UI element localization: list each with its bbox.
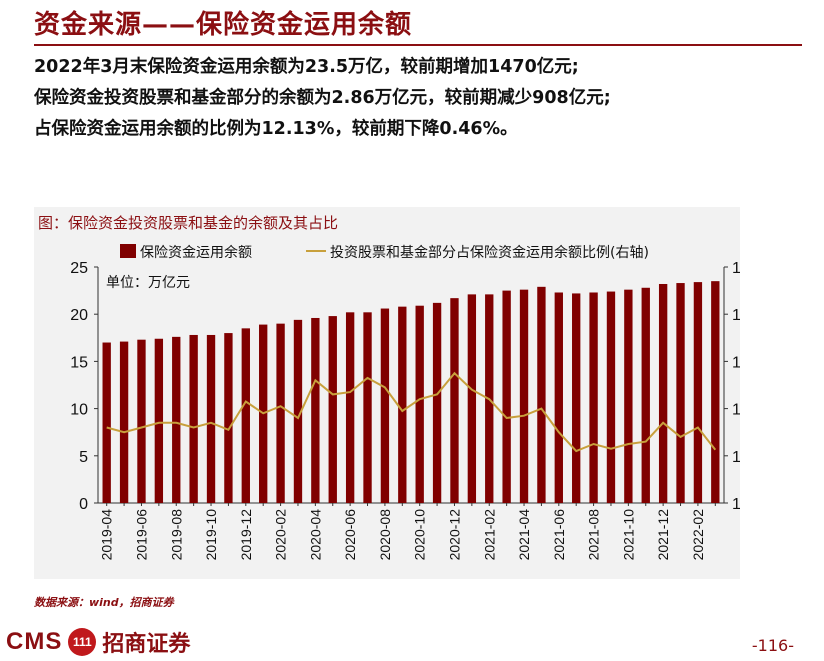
bar: [467, 294, 477, 503]
x-tick-label: 2019-06: [133, 509, 149, 561]
x-tick-label: 2019-10: [203, 509, 219, 561]
logo-badge-icon: 111: [68, 628, 97, 656]
x-tick-label: 2020-02: [273, 509, 289, 561]
bar: [345, 312, 355, 503]
bar: [154, 338, 164, 503]
x-tick-label: 2021-10: [620, 509, 636, 561]
bar: [119, 341, 129, 503]
y-left-tick-label: 20: [70, 307, 88, 324]
data-source: 数据来源：wind，招商证券: [34, 596, 174, 609]
y-left-tick-label: 15: [70, 354, 88, 371]
bar: [363, 312, 372, 503]
legend-bar-swatch: [120, 244, 136, 258]
bar: [206, 334, 216, 503]
x-tick-label: 2019-12: [238, 509, 254, 561]
bar: [502, 290, 511, 503]
bar: [224, 333, 233, 503]
x-tick-label: 2020-10: [412, 509, 428, 561]
x-tick-label: 2019-04: [99, 509, 115, 561]
ratio-line: [106, 371, 717, 453]
x-tick-label: 2021-08: [586, 509, 602, 561]
summary-line-2: 保险资金投资股票和基金部分的余额为2.86万亿元，较前期减少908亿元;: [34, 88, 611, 108]
y-right-tick-label: 14: [732, 354, 740, 371]
bar: [554, 292, 563, 503]
brand-logo: CMS 111 招商证券: [6, 626, 190, 658]
bar: [641, 287, 650, 503]
y-left-tick-label: 10: [70, 402, 88, 419]
summary-line-1: 2022年3月末保险资金运用余额为23.5万亿，较前期增加1470亿元;: [34, 57, 579, 77]
bar: [537, 286, 546, 503]
x-tick-label: 2021-12: [655, 509, 671, 561]
x-tick-label: 2021-02: [481, 509, 497, 561]
balance-ratio-chart: 0 5 10 15 20 25 11 12 13 14 15 16 2019-04 2019-06 2019…: [70, 244, 740, 561]
y-right-tick-label: 16: [732, 260, 740, 277]
bar: [624, 289, 633, 503]
x-tick-label: 2021-04: [516, 509, 532, 561]
bar: [572, 293, 581, 503]
title-divider: [34, 44, 802, 46]
logo-text: CMS: [6, 628, 63, 655]
chart-caption: 图：保险资金投资股票和基金的余额及其占比: [38, 214, 339, 232]
bar: [398, 306, 407, 503]
legend-line-label: 投资股票和基金部分占保险资金运用余额比例(右轴): [330, 244, 649, 261]
summary-line-3: 占保险资金运用余额的比例为12.13%，较前期下降0.46%。: [34, 119, 518, 139]
x-tick-label: 2020-08: [377, 509, 393, 561]
bar: [311, 317, 320, 503]
x-tick-label: 2021-06: [551, 509, 567, 561]
logo-company-name: 招商证券: [102, 631, 191, 657]
bar: [172, 336, 181, 503]
bar: [241, 328, 250, 503]
unit-label: 单位：万亿元: [106, 275, 190, 291]
y-right-tick-label: 13: [732, 402, 740, 419]
bar: [519, 289, 529, 503]
bar: [293, 319, 303, 503]
x-tick-label: 2019-08: [168, 509, 184, 561]
y-left-tick-label: 5: [79, 449, 88, 466]
bar: [432, 302, 442, 503]
bar: [676, 283, 685, 503]
bar: [137, 339, 146, 503]
x-tick-label: 2020-06: [342, 509, 358, 561]
bar: [589, 292, 598, 503]
bar: [380, 308, 390, 503]
x-tick-label: 2020-04: [307, 509, 323, 561]
y-right-tick-label: 15: [732, 307, 740, 324]
bar: [102, 342, 111, 503]
bar: [415, 305, 424, 503]
bar: [711, 281, 720, 503]
y-right-tick-label: 12: [732, 449, 740, 466]
summary-text: 2022年3月末保险资金运用余额为23.5万亿，较前期增加1470亿元; 保险资…: [34, 52, 814, 145]
y-right-tick-label: 11: [732, 496, 740, 513]
x-tick-label: 2022-02: [690, 509, 706, 561]
legend-bar-label: 保险资金运用余额: [140, 244, 252, 261]
bar: [606, 291, 616, 503]
x-tick-label: 2020-12: [446, 509, 462, 561]
bar: [328, 316, 337, 503]
bar: [450, 298, 459, 503]
bar: [189, 334, 198, 503]
y-left-tick-label: 25: [70, 260, 88, 277]
bar: [658, 283, 668, 503]
bar: [276, 323, 285, 503]
bar: [693, 282, 703, 503]
page-title: 资金来源——保险资金运用余额: [34, 10, 413, 40]
page-number: -116-: [751, 636, 794, 655]
y-left-tick-label: 0: [79, 496, 88, 513]
